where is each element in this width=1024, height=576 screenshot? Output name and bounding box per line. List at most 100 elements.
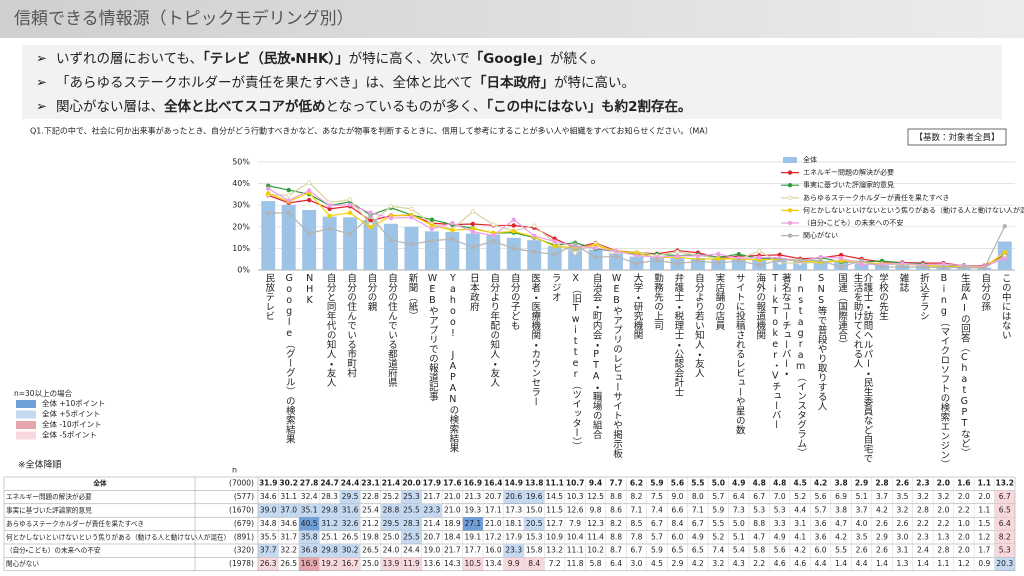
table-cell: 32.6	[342, 519, 359, 528]
table-cell-highlight	[258, 557, 279, 571]
x-tick-label: 自分の親	[365, 273, 377, 311]
bar	[854, 263, 869, 270]
bullet-segment: となっているものが多く、	[325, 99, 486, 115]
table-cell-highlight	[339, 490, 361, 504]
table-cell: 24.4	[403, 546, 420, 555]
bar	[690, 258, 705, 270]
x-tick-label: Bing（マイクロソフトの検索エンジン）	[938, 273, 950, 469]
table-cell: 14.5	[546, 492, 563, 501]
series-marker	[859, 258, 864, 263]
table-cell: 10.3	[567, 492, 584, 501]
x-tick-label: 自分の住んでいる都道府県	[385, 273, 397, 387]
table-cell: 17.2	[485, 532, 502, 541]
table-cell: 34.6	[280, 519, 297, 528]
table-cell: 17.6	[443, 479, 462, 488]
table-cell: 1.6	[957, 479, 970, 488]
table-cell: 6.2	[630, 479, 643, 488]
table-cell: 8.8	[610, 532, 622, 541]
table-cell-highlight	[523, 490, 545, 504]
table-cell: 5.4	[733, 546, 745, 555]
table-cell: 5.5	[712, 519, 724, 528]
table-cell: 5.3	[753, 506, 765, 515]
table-cell: 5.5	[691, 479, 704, 488]
table-cell: 5.9	[712, 506, 724, 515]
sort-note: ※全体降順	[18, 459, 62, 471]
bullet: 「あらゆるステークホルダーが責任を果たすべき」は、全体と比べて「日本政府」が特に…	[56, 74, 635, 91]
table-cell: 20.5	[526, 519, 543, 528]
series-marker	[675, 253, 680, 259]
bullet-segment: が特に高く、次いで	[349, 50, 470, 67]
table-row-label: あらゆるステークホルダーが責任を果たすべき	[6, 519, 144, 528]
table-cell: 9.4	[589, 479, 602, 488]
table-cell: 1.2	[958, 559, 970, 568]
x-tick-label: 医者・医療機関・カウンセラー	[529, 273, 541, 406]
table-n: (679)	[234, 519, 254, 528]
series-marker	[266, 191, 271, 196]
table-cell: 17.9	[423, 479, 442, 488]
series-marker	[347, 231, 353, 237]
table-cell: 3.2	[897, 506, 909, 515]
series-marker	[716, 256, 721, 261]
table-cell: 31.6	[342, 506, 359, 515]
title-bar	[0, 0, 1024, 38]
table-row-label: 関心がない	[6, 559, 39, 568]
legend-marker	[787, 233, 793, 238]
table-cell: 11.1	[545, 479, 564, 488]
table-cell-highlight	[994, 503, 1015, 518]
table-cell-highlight	[462, 557, 484, 571]
legend-label: 事実に基づいた評論家的意見	[803, 180, 894, 189]
table-cell: 5.3	[774, 506, 786, 515]
highlight-label: 全体 +10ポイント	[42, 398, 105, 408]
table-cell: 19.3	[464, 506, 481, 515]
table-cell: 2.9	[855, 479, 868, 488]
x-tick-label: WEBやアプリのレビューサイトや掲示板	[611, 273, 623, 458]
table-cell: 3.0	[897, 532, 909, 541]
bar	[343, 217, 358, 270]
table-cell: 30.2	[279, 479, 298, 488]
table-cell: 1.1	[978, 506, 990, 515]
table-cell: 11.8	[567, 559, 584, 568]
series-marker	[593, 245, 598, 251]
highlight-label: 全体 -10ポイント	[42, 419, 102, 429]
series-marker	[491, 222, 496, 227]
series-marker	[838, 264, 844, 270]
table-cell: 6.5	[671, 546, 683, 555]
table-cell: 3.6	[815, 532, 827, 541]
table-cell: 4.3	[733, 559, 745, 568]
table-cell: 4.2	[876, 506, 888, 515]
table-cell: 6.4	[999, 519, 1011, 528]
series-marker	[450, 220, 455, 226]
table-cell: 21.4	[424, 519, 441, 528]
table-cell-highlight	[401, 517, 422, 531]
table-cell: 2.3	[916, 479, 929, 488]
table-cell: 2.0	[958, 492, 970, 501]
table-cell: 2.8	[937, 546, 949, 555]
table-cell: 2.0	[937, 506, 949, 515]
bar	[261, 201, 276, 270]
table-cell: 16.9	[464, 479, 483, 488]
x-tick-label: 介護士・訪問ヘルパー・民生委員など自宅で生活を助けてくれる人	[851, 273, 873, 463]
table-cell-highlight	[339, 517, 361, 531]
table-cell: 4.9	[732, 479, 745, 488]
highlight-swatch	[16, 400, 36, 408]
series-marker	[593, 255, 598, 260]
table-cell: 9.8	[590, 506, 602, 515]
series-marker	[736, 258, 741, 263]
series-marker	[941, 265, 946, 270]
table-cell-highlight	[380, 557, 402, 571]
table-cell: 8.4	[528, 559, 540, 568]
table-cell-highlight	[503, 544, 524, 558]
table-n: (577)	[234, 492, 254, 501]
series-marker	[736, 252, 741, 257]
table-cell: 5.9	[650, 479, 663, 488]
legend-label: エネルギー問題の解決が必要	[803, 168, 894, 177]
table-cell: 8.2	[610, 519, 622, 528]
series-marker	[306, 197, 312, 203]
legend-swatch	[783, 157, 797, 163]
table-cell: 10.7	[566, 479, 585, 488]
table-cell: 12.6	[567, 506, 584, 515]
series-marker	[388, 237, 394, 243]
highlight-legend-title: n=30以上の場合	[14, 388, 73, 398]
table-cell-highlight	[298, 517, 320, 531]
